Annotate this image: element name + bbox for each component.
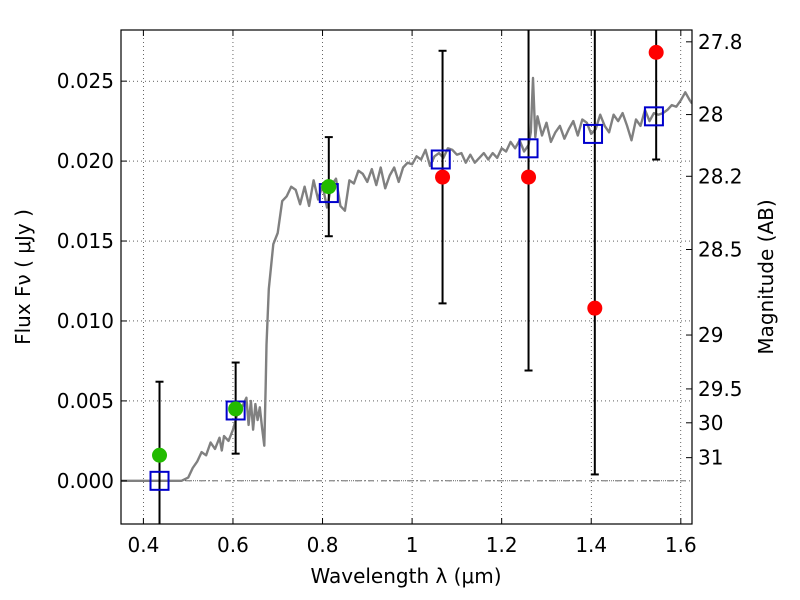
y2-tick-label: 30 [698,411,723,435]
y-tick-label: 0.010 [57,309,114,333]
limit-point [648,44,664,60]
x-tick-label: 1.4 [575,533,607,557]
y-axis-title: Flux Fν ( μJy ) [11,209,35,345]
x-tick-label: 1 [406,533,419,557]
model-square [149,470,170,491]
limit-point [521,169,537,185]
model-square [643,106,664,127]
points-layer [152,44,664,463]
y-tick-label: 0.000 [57,469,114,493]
detection-point [228,401,244,417]
limit-point [435,169,451,185]
y-tick-label: 0.020 [57,149,114,173]
plot-frame [120,29,693,525]
x-tick-label: 1.2 [486,533,518,557]
y2-tick-label: 29 [698,323,723,347]
y2-axis-title: Magnitude (AB) [754,199,778,354]
spectrum-layer [121,76,692,482]
y2-tick-label: 28.2 [698,164,743,188]
y-tick-label: 0.015 [57,229,114,253]
y2-tick-label: 28.5 [698,238,743,262]
y2-tick-label: 28 [698,103,723,127]
x-tick-label: 0.4 [127,533,159,557]
spectrum-line [121,76,692,482]
detection-point [152,447,168,463]
ticks: 0.4 0.6 0.8 1 1.2 1.4 1.6 0.000 0.005 0.010 0.015 0… [57,30,743,557]
x-tick-label: 1.6 [665,533,697,557]
y2-tick-label: 31 [698,446,723,470]
model-square [518,138,539,159]
detection-point [321,179,337,195]
x-axis-title: Wavelength λ (μm) [310,564,501,588]
limit-point [587,300,603,316]
y2-tick-label: 27.8 [698,30,743,54]
y-tick-label: 0.025 [57,69,114,93]
y2-tick-label: 29.5 [698,377,743,401]
model-square [583,123,604,144]
y-tick-label: 0.005 [57,389,114,413]
model-square [430,149,451,170]
plot-background [121,30,692,524]
x-tick-label: 0.8 [307,533,339,557]
x-tick-label: 0.6 [217,533,249,557]
